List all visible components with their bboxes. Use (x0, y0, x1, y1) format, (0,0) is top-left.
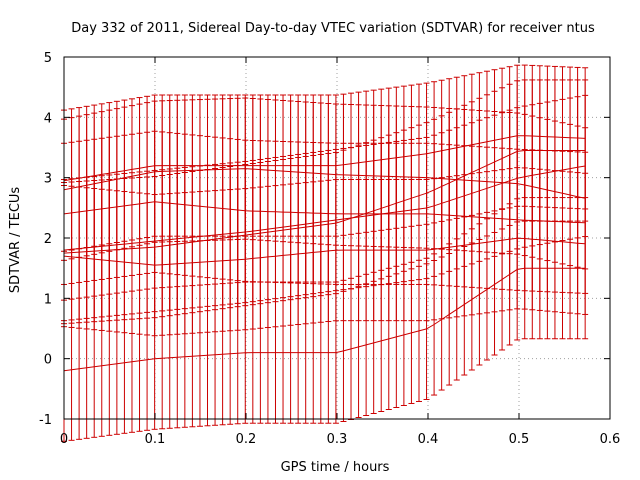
y-tick-label: 0 (44, 353, 52, 368)
y-axis-label: SDTVAR / TECUs (8, 187, 23, 294)
x-axis-label: GPS time / hours (281, 460, 390, 475)
chart-title: Day 332 of 2011, Sidereal Day-to-day VTE… (71, 21, 595, 36)
series-line (63, 168, 586, 199)
x-tick-label: 0.4 (418, 432, 439, 447)
series-satellite-1 (61, 64, 589, 252)
series-layer (61, 64, 589, 442)
series-line (63, 267, 586, 372)
series-line (63, 150, 586, 254)
x-tick-label: 0.6 (600, 432, 621, 447)
y-tick-label: 3 (44, 172, 52, 187)
x-tick-label: 0.1 (145, 432, 166, 447)
x-tick-label: 0.3 (327, 432, 348, 447)
y-tick-label: 4 (44, 111, 52, 126)
y-tick-label: 5 (44, 51, 52, 66)
series-satellite-7 (61, 79, 589, 325)
x-tick-label: 0.2 (236, 432, 257, 447)
y-tick-label: -1 (39, 413, 52, 428)
x-tick-label: 0 (60, 432, 68, 447)
y-tick-label: 1 (44, 292, 52, 307)
series-line (63, 165, 586, 251)
axis-ticks: 0 0.1 0.2 0.3 0.4 0.5 0.6 -1 0 1 2 3 4 5 (39, 51, 620, 447)
x-tick-label: 0.5 (509, 432, 530, 447)
series-line (63, 201, 586, 224)
series-satellite-6 (61, 197, 589, 442)
y-tick-label: 2 (44, 232, 52, 247)
series-line (63, 237, 586, 266)
series-satellite-2 (61, 97, 589, 270)
series-line (63, 135, 586, 182)
